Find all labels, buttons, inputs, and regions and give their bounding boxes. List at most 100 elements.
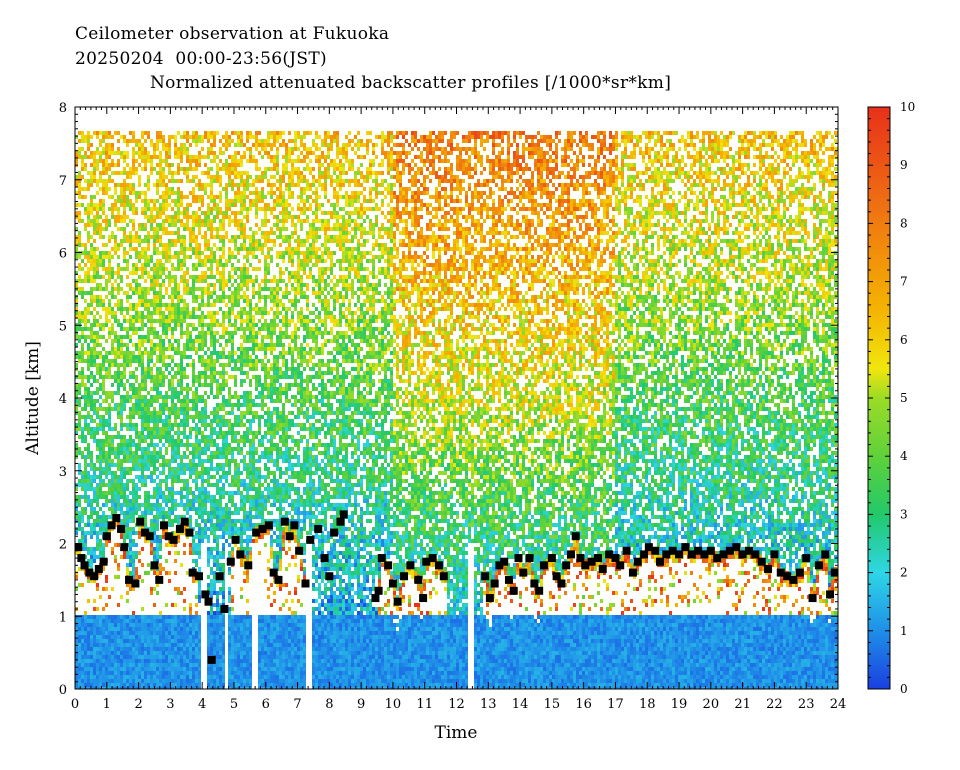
heatmap-cell (210, 159, 213, 163)
heatmap-cell (177, 295, 180, 299)
heatmap-cell (165, 303, 168, 307)
heatmap-cell (114, 435, 117, 439)
heatmap-cell (210, 555, 213, 559)
heatmap-cell (177, 639, 180, 643)
heatmap-cell (225, 331, 228, 335)
heatmap-cell (207, 471, 210, 475)
heatmap-cell (90, 359, 93, 363)
heatmap-cell (87, 415, 90, 419)
heatmap-cell (135, 543, 138, 547)
heatmap-cell (132, 423, 135, 427)
heatmap-cell (87, 503, 90, 507)
heatmap-cell (168, 319, 171, 323)
heatmap-cell (81, 379, 84, 383)
heatmap-cell (99, 675, 102, 679)
heatmap-cell (153, 431, 156, 435)
heatmap-cell (222, 351, 225, 355)
heatmap-cell (129, 283, 132, 287)
heatmap-cell (120, 363, 123, 367)
heatmap-cell (105, 131, 108, 135)
heatmap-cell (150, 347, 153, 351)
heatmap-cell (123, 247, 126, 251)
heatmap-cell (126, 503, 129, 507)
heatmap-cell (195, 299, 198, 303)
heatmap-cell (207, 283, 210, 287)
heatmap-cell (135, 159, 138, 163)
heatmap-cell (225, 531, 228, 535)
heatmap-cell (123, 491, 126, 495)
heatmap-cell (147, 327, 150, 331)
heatmap-cell (90, 339, 93, 343)
heatmap-cell (78, 515, 81, 519)
heatmap-cell (225, 455, 228, 459)
heatmap-cell (153, 283, 156, 287)
heatmap-cell (219, 223, 222, 227)
heatmap-cell (180, 655, 183, 659)
heatmap-cell (84, 251, 87, 255)
heatmap-cell (204, 511, 207, 515)
heatmap-cell (90, 459, 93, 463)
heatmap-cell (120, 675, 123, 679)
heatmap-cell (108, 187, 111, 191)
heatmap-cell (156, 667, 159, 671)
heatmap-cell (162, 247, 165, 251)
heatmap-cell (159, 407, 162, 411)
heatmap-cell (150, 663, 153, 667)
heatmap-cell (90, 431, 93, 435)
heatmap-cell (228, 295, 231, 299)
heatmap-cell (102, 459, 105, 463)
heatmap-cell (213, 555, 216, 559)
heatmap-cell (84, 275, 87, 279)
heatmap-cell (81, 371, 84, 375)
heatmap-cell (201, 431, 204, 435)
heatmap-cell (204, 391, 207, 395)
heatmap-cell (210, 583, 213, 587)
heatmap-cell (168, 239, 171, 243)
heatmap-cell (99, 299, 102, 303)
heatmap-cell (138, 551, 141, 555)
heatmap-cell (219, 191, 222, 195)
heatmap-cell (144, 523, 147, 527)
heatmap-cell (210, 187, 213, 191)
heatmap-cell (231, 643, 234, 647)
heatmap-cell (180, 459, 183, 463)
heatmap-cell (96, 371, 99, 375)
heatmap-cell (198, 319, 201, 323)
heatmap-cell (129, 395, 132, 399)
heatmap-cell (177, 215, 180, 219)
heatmap-cell (105, 471, 108, 475)
heatmap-cell (87, 307, 90, 311)
heatmap-cell (192, 175, 195, 179)
heatmap-cell (207, 203, 210, 207)
heatmap-cell (102, 287, 105, 291)
heatmap-cell (132, 679, 135, 683)
heatmap-cell (162, 511, 165, 515)
heatmap-cell (219, 551, 222, 555)
heatmap-cell (189, 215, 192, 219)
heatmap-cell (210, 523, 213, 527)
heatmap-cell (126, 655, 129, 659)
heatmap-cell (114, 363, 117, 367)
heatmap-cell (228, 167, 231, 171)
heatmap-cell (132, 519, 135, 523)
heatmap-cell (147, 407, 150, 411)
heatmap-cell (222, 423, 225, 427)
heatmap-cell (219, 419, 222, 423)
heatmap-cell (129, 515, 132, 519)
heatmap-cell (156, 143, 159, 147)
heatmap-cell (219, 207, 222, 211)
heatmap-cell (102, 139, 105, 143)
heatmap-cell (96, 163, 99, 167)
heatmap-cell (120, 203, 123, 207)
heatmap-cell (138, 575, 141, 579)
heatmap-cell (150, 379, 153, 383)
heatmap-cell (192, 635, 195, 639)
heatmap-cell (180, 143, 183, 147)
heatmap-cell (93, 379, 96, 383)
heatmap-cell (183, 675, 186, 679)
heatmap-cell (159, 431, 162, 435)
heatmap-cell (123, 651, 126, 655)
heatmap-cell (90, 627, 93, 631)
heatmap-cell (147, 367, 150, 371)
heatmap-cell (201, 415, 204, 419)
